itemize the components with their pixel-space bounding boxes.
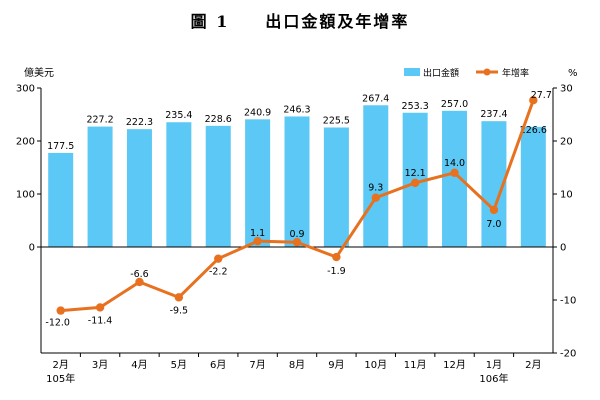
bar-value-label: 225.5: [323, 115, 350, 126]
x-tick-label: 5月: [171, 359, 187, 371]
bar-value-label: 240.9: [244, 107, 271, 118]
x-tick-label: 2月: [53, 359, 69, 371]
left-tick-label: 100: [16, 190, 35, 201]
bar-value-label: 222.3: [126, 117, 153, 128]
left-tick-label: 200: [16, 137, 35, 148]
growth-rate-label: 27.7: [531, 90, 552, 101]
growth-rate-label: -1.9: [327, 266, 346, 277]
right-tick-label: 20: [560, 137, 573, 148]
legend-bar-swatch: [404, 68, 420, 76]
growth-rate-label: -2.2: [209, 267, 228, 278]
growth-rate-label: -11.4: [88, 315, 113, 326]
growth-rate-point: [292, 238, 302, 247]
x-tick-label: 10月: [364, 359, 387, 371]
growth-rate-point: [214, 254, 223, 263]
growth-rate-label: 9.3: [368, 183, 383, 194]
right-tick-label: 30: [560, 84, 573, 95]
bar-value-label: 267.4: [362, 93, 389, 104]
x-tick-label: 2月: [525, 359, 541, 371]
bar: [245, 119, 271, 247]
year-label: 105年: [46, 372, 75, 385]
bar-value-label: 235.4: [165, 110, 192, 121]
growth-rate-label: 0.9: [289, 229, 304, 240]
bar: [166, 122, 192, 247]
legend-line-label: 年增率: [502, 67, 529, 79]
growth-rate-point: [56, 306, 65, 315]
x-tick-label: 6月: [210, 359, 226, 371]
bar-value-label: 257.0: [441, 99, 468, 110]
growth-rate-point: [371, 193, 380, 202]
growth-rate-label: -9.5: [170, 305, 189, 316]
bar: [87, 126, 113, 247]
bar-value-label: 237.4: [480, 109, 507, 120]
bar-value-label: 226.6: [520, 125, 547, 136]
legend-bar-label: 出口金額: [423, 67, 459, 79]
right-axis-unit: %: [568, 68, 578, 79]
x-tick-label: 7月: [249, 359, 265, 371]
right-tick-label: -10: [560, 296, 576, 307]
bar-value-label: 227.2: [86, 115, 113, 126]
legend-line-marker: [483, 68, 491, 76]
growth-rate-label: -12.0: [45, 318, 70, 329]
bar-value-label: 246.3: [283, 104, 310, 115]
left-tick-label: 300: [16, 84, 35, 95]
x-tick-label: 11月: [404, 359, 427, 371]
bar-value-label: 253.3: [402, 101, 429, 112]
x-tick-label: 12月: [443, 359, 466, 371]
growth-rate-point: [410, 178, 420, 188]
left-tick-label: 0: [29, 243, 35, 254]
x-tick-label: 4月: [131, 359, 147, 371]
chart-title: 圖 1 出口金額及年增率: [190, 12, 410, 31]
growth-rate-label: 1.1: [250, 228, 265, 239]
bar: [363, 105, 389, 247]
growth-rate-point: [450, 168, 459, 177]
growth-rate-point: [332, 252, 341, 262]
bar: [284, 116, 310, 247]
right-tick-label: -20: [560, 349, 576, 360]
bar: [442, 110, 468, 247]
growth-rate-point: [135, 277, 144, 287]
right-tick-label: 0: [560, 243, 566, 254]
bar-value-label: 228.6: [205, 114, 232, 125]
growth-rate-point: [253, 236, 262, 246]
bar: [48, 152, 74, 247]
x-tick-label: 8月: [289, 359, 305, 371]
x-tick-label: 1月: [486, 359, 502, 371]
growth-rate-label: 14.0: [444, 158, 465, 169]
x-tick-label: 3月: [92, 359, 108, 371]
left-axis-unit: 億美元: [24, 66, 54, 79]
bar: [520, 126, 546, 247]
x-tick-label: 9月: [328, 359, 344, 371]
bar-value-label: 177.5: [47, 141, 74, 152]
growth-rate-label: 7.0: [486, 219, 501, 230]
bar: [205, 125, 231, 247]
growth-rate-point: [489, 205, 499, 215]
growth-rate-point: [174, 293, 184, 302]
growth-rate-point: [95, 303, 105, 312]
growth-rate-label: -6.6: [130, 269, 149, 280]
year-label: 106年: [479, 372, 508, 385]
right-tick-label: 10: [560, 190, 573, 201]
bar: [126, 129, 152, 247]
growth-rate-label: 12.1: [405, 168, 426, 179]
bar: [323, 127, 349, 247]
growth-rate-point: [529, 95, 538, 105]
